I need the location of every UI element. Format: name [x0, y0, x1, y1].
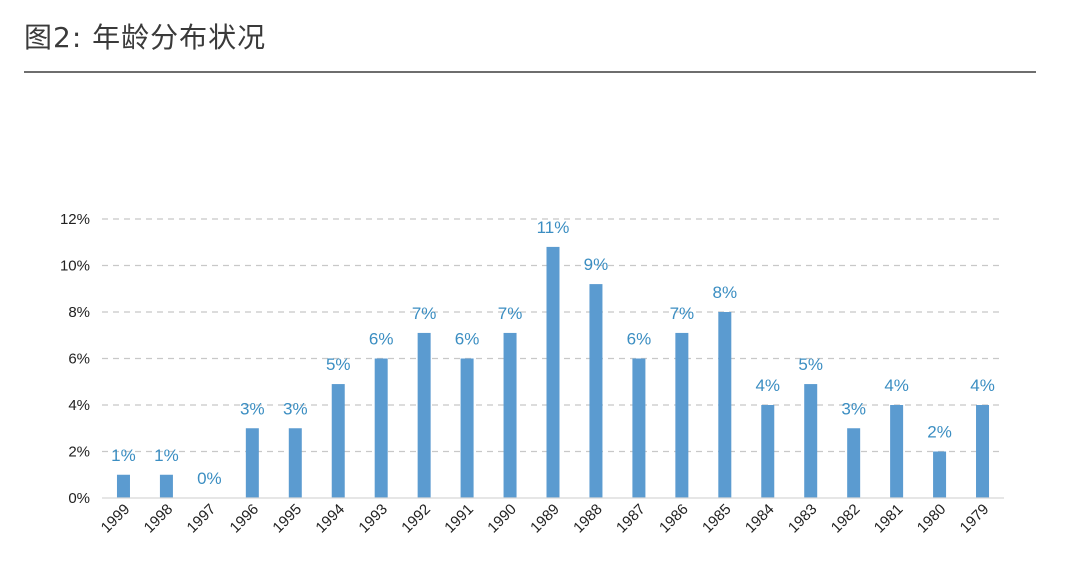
y-tick-label: 4%	[68, 397, 90, 414]
bar-1990	[503, 332, 517, 498]
data-label-1993: 6%	[369, 330, 394, 349]
x-tick-label-1985: 1985	[699, 501, 735, 537]
bar-1992	[417, 332, 431, 498]
x-tick-label-1983: 1983	[785, 501, 821, 537]
bar-1998	[159, 474, 173, 498]
bar-1985	[718, 312, 732, 498]
y-tick-label: 6%	[68, 351, 90, 368]
x-tick-label-1990: 1990	[484, 501, 520, 537]
x-tick-label-1988: 1988	[570, 501, 606, 537]
y-tick-label: 2%	[68, 444, 90, 461]
y-tick-label: 12%	[60, 211, 90, 228]
title-divider	[24, 71, 1036, 73]
data-label-1991: 6%	[455, 330, 480, 349]
x-tick-label-1987: 1987	[613, 501, 649, 537]
y-tick-label: 8%	[68, 304, 90, 321]
x-tick-label-1981: 1981	[871, 501, 907, 537]
data-label-1995: 3%	[283, 399, 308, 418]
x-tick-label-1994: 1994	[312, 501, 348, 537]
data-label-1998: 1%	[154, 446, 179, 465]
data-labels: 1% 1% 0% 3% 3% 5% 6% 7% 6% 7% 11% 9% 6% 7% 8% 4% 5% 3% 4% 2…	[111, 218, 995, 488]
data-label-1982: 3%	[841, 399, 866, 418]
data-label-1987: 6%	[627, 330, 652, 349]
x-tick-label-1992: 1992	[398, 501, 434, 537]
bar-1980	[933, 451, 947, 498]
data-label-1999: 1%	[111, 446, 136, 465]
x-tick-label-1995: 1995	[269, 501, 305, 537]
bar-1989	[546, 246, 560, 498]
data-label-1988: 9%	[584, 255, 609, 274]
x-tick-label-1997: 1997	[184, 501, 220, 537]
x-tick-label-1984: 1984	[742, 501, 778, 537]
x-tick-label-1999: 1999	[98, 501, 134, 537]
bar-1988	[589, 284, 603, 498]
x-tick-label-1998: 1998	[141, 501, 177, 537]
bar-1996	[245, 428, 259, 498]
data-label-1981: 4%	[884, 376, 909, 395]
data-label-1984: 4%	[755, 376, 780, 395]
data-label-1997: 0%	[197, 469, 222, 488]
chart-title: 图2: 年龄分布状况	[24, 21, 267, 54]
bar-1994	[331, 384, 345, 498]
y-tick-label: 10%	[60, 258, 90, 275]
data-label-1980: 2%	[927, 423, 952, 442]
data-label-1979: 4%	[970, 376, 995, 395]
x-axis-ticks: 1999 1998 1997 1996 1995 1994 1993 1992 1991 1990…	[98, 501, 993, 537]
data-label-1990: 7%	[498, 304, 523, 323]
x-tick-label-1979: 1979	[957, 501, 993, 537]
data-label-1989: 11%	[537, 218, 570, 237]
bar-1982	[847, 428, 861, 498]
bar-1986	[675, 332, 689, 498]
data-label-1985: 8%	[713, 283, 738, 302]
bar-1979	[976, 405, 990, 498]
bar-1991	[460, 358, 474, 498]
x-tick-label-1996: 1996	[227, 501, 263, 537]
y-tick-label: 0%	[68, 490, 90, 507]
data-label-1992: 7%	[412, 304, 437, 323]
bar-1993	[374, 358, 388, 498]
data-label-1986: 7%	[670, 304, 695, 323]
bar-1983	[804, 384, 818, 498]
bar-1987	[632, 358, 646, 498]
data-label-1983: 5%	[798, 355, 823, 374]
data-label-1996: 3%	[240, 399, 265, 418]
bar-1981	[890, 405, 904, 498]
bar-1984	[761, 405, 775, 498]
x-tick-label-1986: 1986	[656, 501, 692, 537]
bar-1995	[288, 428, 302, 498]
x-tick-label-1989: 1989	[527, 501, 563, 537]
x-tick-label-1982: 1982	[828, 501, 864, 537]
data-label-1994: 5%	[326, 355, 351, 374]
x-tick-label-1980: 1980	[914, 501, 950, 537]
x-tick-label-1993: 1993	[355, 501, 391, 537]
bars	[116, 246, 990, 498]
x-tick-label-1991: 1991	[441, 501, 477, 537]
y-axis-ticks: 0% 2% 4% 6% 8% 10% 12%	[60, 211, 90, 507]
bar-1999	[116, 474, 130, 498]
